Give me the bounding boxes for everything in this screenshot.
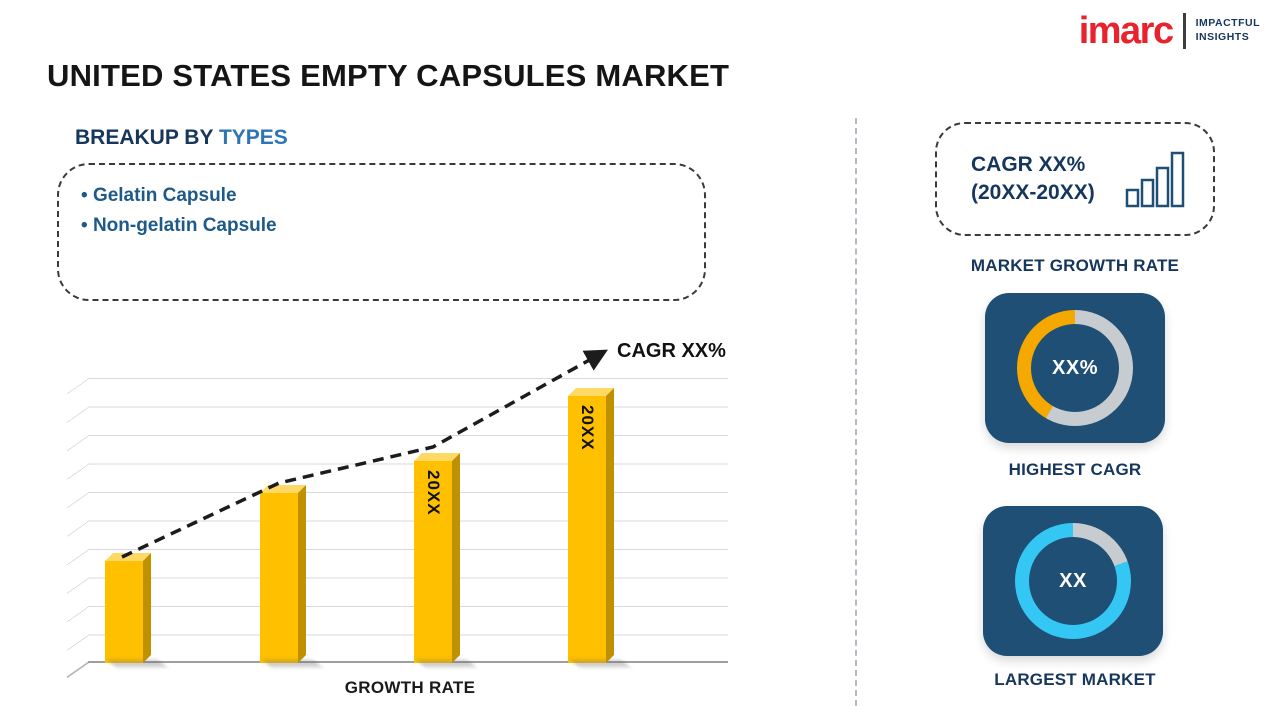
market-growth-rate-box: CAGR XX% (20XX-20XX) [935, 122, 1215, 236]
bar-side-face [298, 485, 306, 663]
breakup-heading-highlight: TYPES [218, 126, 288, 149]
bar-year4: 20XX [568, 388, 630, 667]
bar-shadow [416, 660, 476, 667]
cagr-box-line2: (20XX-20XX) [971, 181, 1095, 204]
breakup-types-list: Gelatin Capsule Non-gelatin Capsule [81, 181, 684, 242]
highest-cagr-label: HIGHEST CAGR [1008, 460, 1142, 479]
breakup-heading-prefix: BREAKUP BY [75, 126, 219, 149]
bar-side-face [606, 388, 614, 663]
logo-tagline: IMPACTFUL INSIGHTS [1196, 17, 1260, 44]
chart-gridlines [88, 378, 728, 663]
bar-shadow [570, 660, 630, 667]
largest-market-tile: XX [983, 506, 1163, 656]
cagr-annotation: CAGR XX% [617, 340, 726, 362]
breakup-heading: BREAKUP BY TYPES [75, 126, 288, 150]
cagr-box-line1: CAGR XX% [971, 152, 1086, 176]
market-growth-rate-label: MARKET GROWTH RATE [970, 256, 1180, 275]
largest-market-label: LARGEST MARKET [994, 670, 1156, 689]
list-item: Gelatin Capsule [81, 181, 684, 211]
largest-market-value: XX [1059, 569, 1087, 592]
imarc-logo-brand: imarc [1078, 10, 1174, 52]
bar-year1 [105, 553, 167, 667]
highest-cagr-value: XX% [1052, 356, 1098, 379]
chart-xlabel: GROWTH RATE [344, 678, 476, 697]
page-title: UNITED STATES EMPTY CAPSULES MARKET [47, 58, 730, 93]
bar-year3: 20XX [414, 453, 476, 667]
logo-divider [1182, 13, 1186, 49]
bar-label: 20XX [578, 405, 597, 451]
logo-tagline-line1: IMPACTFUL [1195, 17, 1260, 30]
list-item: Non-gelatin Capsule [81, 211, 684, 241]
chart-grid-perspective [67, 378, 89, 679]
highest-cagr-tile: XX% [985, 293, 1165, 443]
imarc-logo: imarc IMPACTFUL INSIGHTS [1079, 12, 1260, 50]
bar-year2 [260, 485, 322, 667]
bar-shadow [262, 660, 322, 667]
bar-label: 20XX [424, 470, 443, 516]
growth-rate-chart: 20XX 20XX CAGR XX% GROWTH RATE [65, 335, 728, 700]
bar-side-face [143, 553, 151, 663]
bar-shadow [107, 660, 167, 667]
largest-market-donut: XX [1015, 523, 1131, 639]
section-divider [855, 118, 857, 706]
logo-tagline-line2: INSIGHTS [1195, 31, 1250, 43]
highest-cagr-donut: XX% [1017, 310, 1133, 426]
cagr-box-text: CAGR XX% (20XX-20XX) [971, 151, 1095, 208]
breakup-types-box: Gelatin Capsule Non-gelatin Capsule [57, 163, 706, 301]
bar-chart-icon [1125, 151, 1185, 208]
bar-side-face [452, 453, 460, 663]
